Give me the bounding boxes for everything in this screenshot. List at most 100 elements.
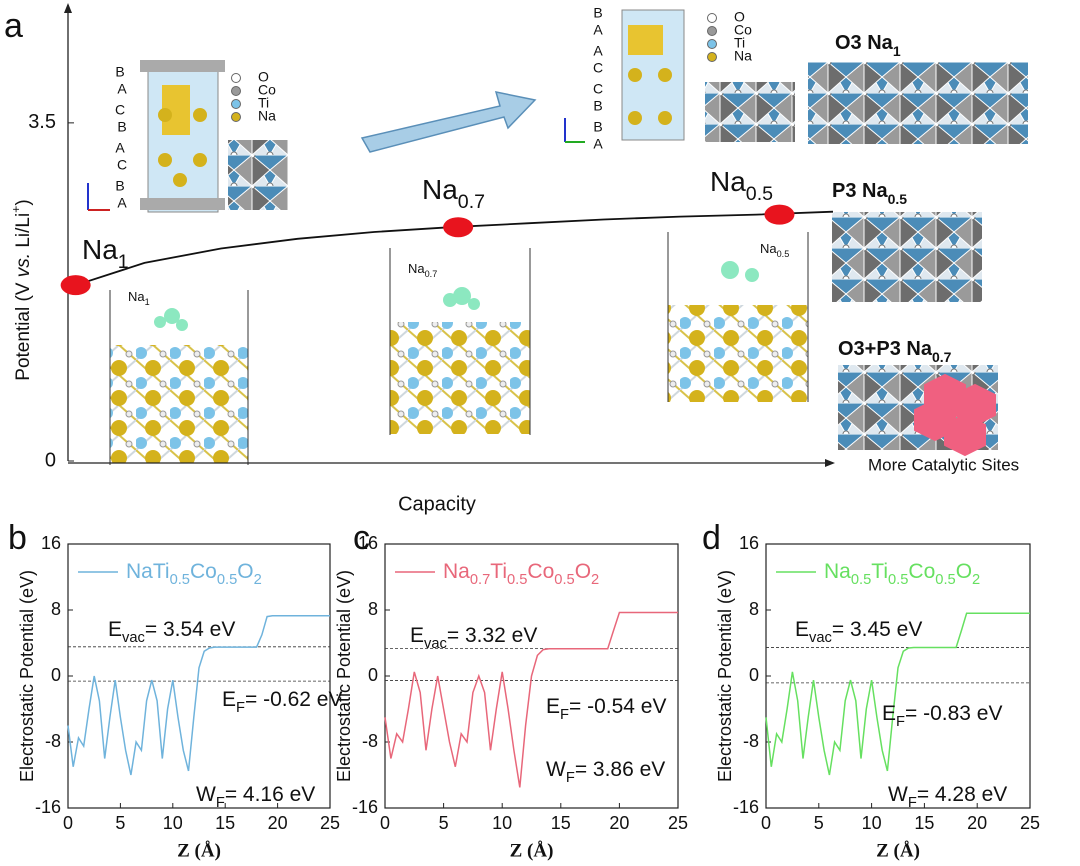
x-tick-label: 15 <box>215 813 235 833</box>
stacking-letter: B <box>117 119 126 135</box>
panel-label: d <box>702 519 721 557</box>
x-tick-label: 0 <box>761 813 771 833</box>
x-tick-label: 10 <box>163 813 183 833</box>
axis-arrow <box>825 459 835 467</box>
y-tick-label: 16 <box>41 533 61 553</box>
annotation: WF= 3.86 eV <box>546 758 665 786</box>
atom-swatch <box>231 112 241 122</box>
unit-cell-left <box>87 60 288 213</box>
stacking-letter: B <box>593 5 602 21</box>
stacking-letter: A <box>593 136 603 152</box>
y-tick-label: 3.5 <box>28 111 56 133</box>
formula: Na0.7 <box>408 261 437 279</box>
x-tick-label: 10 <box>862 813 882 833</box>
y-axis-label: Electrostatic Potential (eV) <box>17 570 37 782</box>
y-tick-label: -16 <box>733 797 759 817</box>
x-tick-label: 15 <box>914 813 934 833</box>
x-tick-label: 0 <box>380 813 390 833</box>
annotation: EF= -0.54 eV <box>546 695 666 723</box>
state-point <box>60 275 91 296</box>
y-axis-label: Potential (V vs. Li/Li+) <box>9 199 34 380</box>
y-tick-label: 0 <box>45 449 56 471</box>
x-tick-label: 25 <box>1020 813 1040 833</box>
stacking-letter: C <box>115 102 125 118</box>
atom-label: O <box>734 9 745 25</box>
series-line <box>384 611 678 788</box>
stacking-letter: B <box>593 119 602 135</box>
stacking-letter: A <box>117 81 127 97</box>
stacking-letter: C <box>593 81 603 97</box>
atom-label: Ti <box>258 95 269 111</box>
stacking-letter: A <box>115 140 125 156</box>
x-tick-label: 5 <box>814 813 824 833</box>
x-tick-label: 20 <box>609 813 629 833</box>
atom-swatch <box>707 13 717 23</box>
annotation: Evac= 3.54 eV <box>108 618 235 646</box>
x-tick-label: 0 <box>63 813 73 833</box>
annotation: EF= -0.62 eV <box>222 688 342 716</box>
panel-label: b <box>8 519 27 557</box>
stacking-letter: B <box>593 98 602 114</box>
formula: NaTi0.5Co0.5O2 <box>126 560 262 588</box>
formula: Na1 <box>128 289 150 307</box>
structure-note: More Catalytic Sites <box>868 455 1019 474</box>
y-tick-label: 8 <box>51 599 61 619</box>
atom-swatch <box>231 73 241 83</box>
stacking-letter: A <box>593 22 603 38</box>
state-point <box>764 204 795 225</box>
atom-label: Co <box>734 22 752 38</box>
atom-swatch <box>707 52 717 62</box>
slabs <box>109 232 809 465</box>
y-tick-label: -8 <box>45 731 61 751</box>
y-axis-label: Electrostatic Potential (eV) <box>715 570 735 782</box>
y-tick-label: 16 <box>358 533 378 553</box>
stacking-letter: B <box>115 64 124 80</box>
panel-label: c <box>353 519 370 557</box>
y-tick-label: 16 <box>739 533 759 553</box>
y-tick-label: 8 <box>749 599 759 619</box>
formula: Na0.7 <box>422 174 485 213</box>
y-tick-label: -16 <box>35 797 61 817</box>
y-tick-label: 0 <box>368 665 378 685</box>
x-axis-label: Z (Å) <box>510 840 554 861</box>
formula: Na0.5Ti0.5Co0.5O2 <box>824 560 980 588</box>
formula: Na1 <box>82 234 129 273</box>
structure-title: P3 Na0.5 <box>832 180 907 206</box>
x-axis-label: Z (Å) <box>876 840 920 861</box>
stacking-letter: C <box>593 60 603 76</box>
x-tick-label: 25 <box>320 813 340 833</box>
series-line <box>765 612 1030 776</box>
y-tick-label: 0 <box>51 665 61 685</box>
state-point <box>443 217 474 238</box>
annotation: WF= 4.16 eV <box>196 783 315 811</box>
y-tick-label: 0 <box>749 665 759 685</box>
atom-swatch <box>707 26 717 36</box>
stacking-letter: A <box>117 195 127 211</box>
atom-swatch <box>707 39 717 49</box>
x-axis-label: Capacity <box>398 493 476 515</box>
y-tick-label: 8 <box>368 599 378 619</box>
lattices <box>808 62 1028 457</box>
x-tick-label: 25 <box>668 813 688 833</box>
x-tick-label: 15 <box>551 813 571 833</box>
transition-arrow <box>360 91 537 153</box>
annotation: Evac= 3.45 eV <box>795 618 922 646</box>
x-tick-label: 20 <box>967 813 987 833</box>
atom-label: Co <box>258 82 276 98</box>
axis-arrow <box>64 3 72 13</box>
atom-swatch <box>231 99 241 109</box>
stacking-letter: C <box>117 157 127 173</box>
stacking-letter: A <box>593 43 603 59</box>
atom-swatch <box>231 86 241 96</box>
y-tick-label: -16 <box>352 797 378 817</box>
panel-label: a <box>4 7 23 45</box>
annotation: Evac= 3.32 eV <box>410 624 537 652</box>
annotation: EF= -0.83 eV <box>882 702 1002 730</box>
formula: Na0.5 <box>710 166 773 205</box>
structure-title: O3 Na1 <box>835 32 901 58</box>
y-axis-label: Electrostatic Potential (eV) <box>334 570 354 782</box>
formula: Na0.5 <box>760 241 789 259</box>
atom-label: Na <box>734 48 752 64</box>
panel-letters: a b c d <box>4 7 721 557</box>
